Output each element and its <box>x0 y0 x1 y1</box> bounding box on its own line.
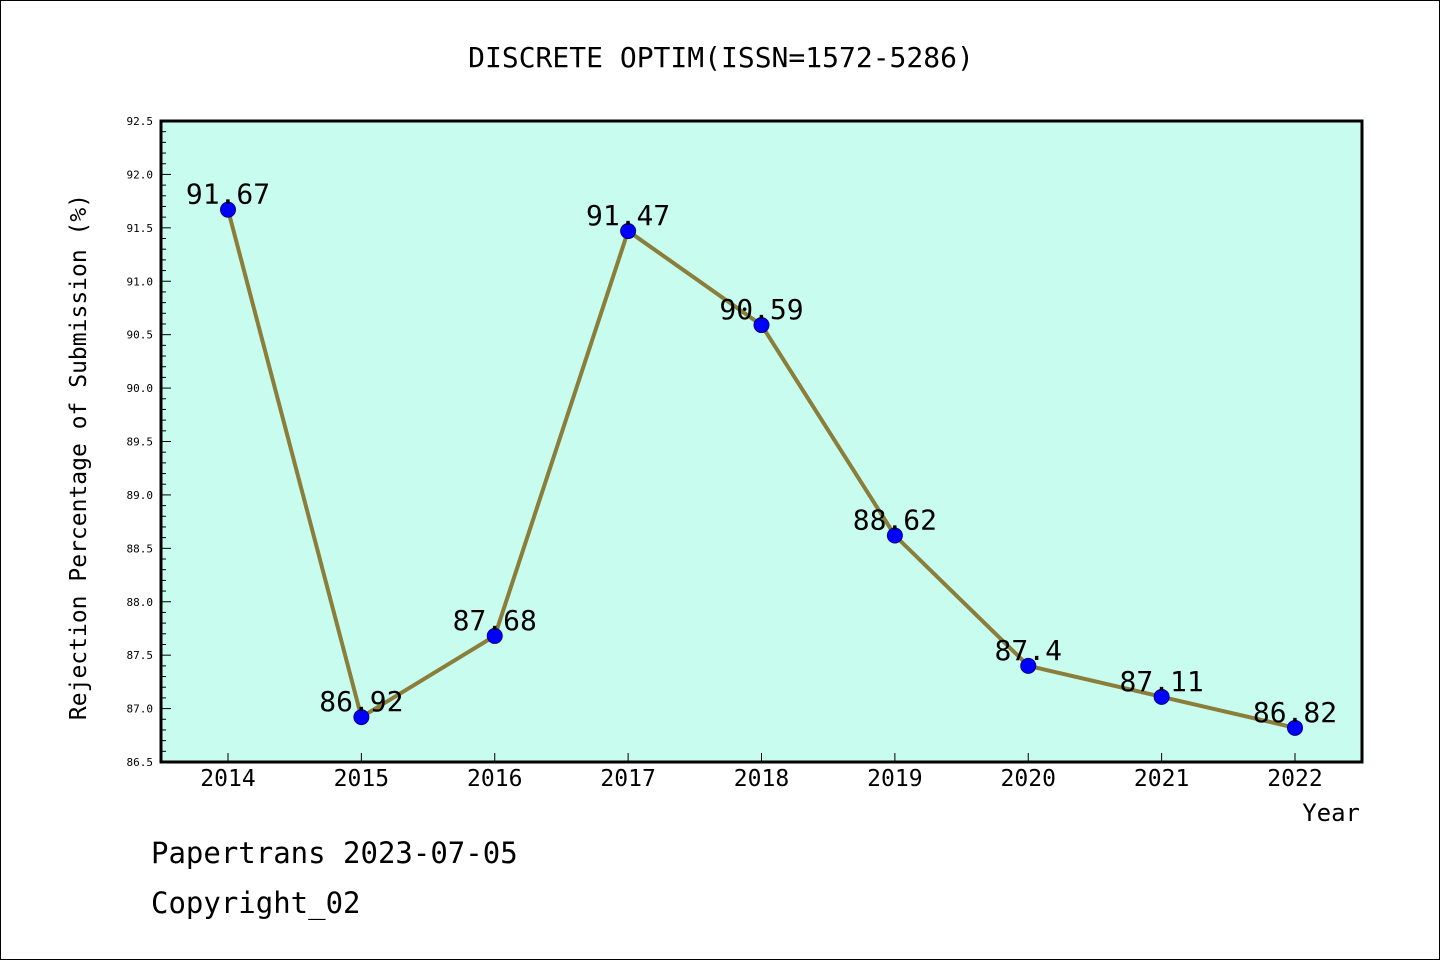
x-tick-label: 2022 <box>1267 766 1322 792</box>
y-tick-label: 87.5 <box>127 649 154 662</box>
x-tick-label: 2014 <box>200 766 255 792</box>
plot-area <box>161 121 1362 762</box>
y-tick-label: 92.0 <box>127 168 154 181</box>
footer-date: Papertrans 2023-07-05 <box>151 836 518 870</box>
data-label: 88.62 <box>853 504 937 537</box>
y-tick-label: 88.5 <box>127 542 154 555</box>
x-tick-label: 2015 <box>334 766 389 792</box>
x-axis-label: Year <box>1302 799 1360 827</box>
series-layer: 91.67 86.92 87.68 91.47 90.59 88.62 87.4 87.11 8… <box>186 178 1337 736</box>
x-tick-label: 2021 <box>1134 766 1189 792</box>
x-tick-label: 2019 <box>867 766 922 792</box>
data-point <box>620 223 637 240</box>
x-tick-label: 2018 <box>734 766 789 792</box>
data-point <box>886 527 903 544</box>
y-axis-label: Rejection Percentage of Submission (%) <box>66 194 92 720</box>
y-tick-label: 90.5 <box>127 329 154 342</box>
data-point <box>1153 688 1170 705</box>
data-point <box>220 201 236 218</box>
plot-frame <box>159 119 1364 764</box>
data-label: 86.92 <box>319 685 403 718</box>
data-point <box>353 709 370 726</box>
footer-copyright: Copyright_02 <box>151 886 361 920</box>
data-point <box>753 317 770 334</box>
x-tick-label: 2020 <box>1001 766 1056 792</box>
data-label: 87.68 <box>453 604 537 637</box>
y-tick-label: 92.5 <box>127 115 154 128</box>
data-label: 91.67 <box>186 178 270 211</box>
data-point <box>1287 719 1303 736</box>
y-tick-label: 91.5 <box>127 222 154 235</box>
y-tick-label: 86.5 <box>127 756 154 769</box>
y-axis: 86.5 87.0 87.5 88.0 88.5 89.0 89.5 90.0 90.5 91.0… <box>127 115 171 769</box>
y-tick-label: 88.0 <box>127 596 154 609</box>
data-point <box>486 627 503 644</box>
data-label: 87.4 <box>995 634 1062 667</box>
data-label: 90.59 <box>719 293 803 326</box>
y-tick-label: 89.5 <box>127 436 154 449</box>
y-tick-label: 90.0 <box>127 382 154 395</box>
y-tick-label: 87.0 <box>127 703 154 716</box>
data-label: 91.47 <box>586 199 670 232</box>
data-label: 87.11 <box>1119 665 1203 698</box>
x-tick-label: 2017 <box>600 766 655 792</box>
x-axis: 2014 2015 2016 2017 2018 2019 2020 2021 2022 <box>200 753 1323 792</box>
chart-title: DISCRETE OPTIM(ISSN=1572-5286) <box>468 41 974 74</box>
y-tick-label: 91.0 <box>127 275 154 288</box>
x-tick-label: 2016 <box>467 766 522 792</box>
data-label: 86.82 <box>1253 696 1337 729</box>
data-point <box>1020 657 1037 674</box>
y-tick-label: 89.0 <box>127 489 154 502</box>
